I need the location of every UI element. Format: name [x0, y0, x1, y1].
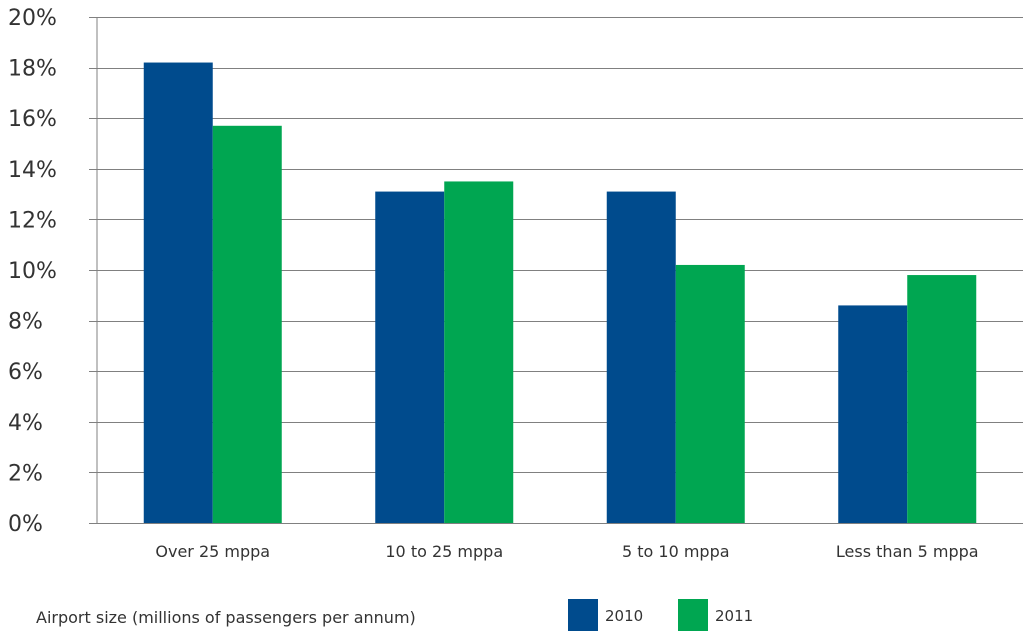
bar-2011-0 [212, 125, 282, 523]
y-tick-label: 10% [8, 259, 57, 284]
bar-2011-3 [907, 275, 977, 523]
bar-2011-2 [675, 264, 745, 523]
legend-swatch-2010 [568, 599, 598, 631]
y-tick-label: 12% [8, 208, 57, 233]
x-tick-label: Less than 5 mppa [836, 542, 979, 561]
legend: 2010 2011 [568, 599, 753, 631]
y-tick-label: 8% [8, 310, 43, 335]
bar-2010-1 [375, 191, 445, 523]
y-tick-label: 0% [8, 512, 43, 537]
y-tick-label: 18% [8, 57, 57, 82]
legend-label-2010: 2010 [605, 607, 643, 625]
y-tick-label: 4% [8, 411, 43, 436]
x-tick-label: Over 25 mppa [155, 542, 270, 561]
bar-2011-1 [444, 181, 514, 523]
x-tick-label: 5 to 10 mppa [622, 542, 730, 561]
legend-swatch-2011 [678, 599, 708, 631]
bars [143, 62, 977, 523]
bar-2010-2 [606, 191, 676, 523]
x-axis-label: Airport size (millions of passengers per… [36, 608, 416, 627]
x-axis-ticks: Over 25 mppa 10 to 25 mppa 5 to 10 mppa Les… [155, 542, 978, 561]
bar-2010-0 [143, 62, 213, 523]
y-tick-label: 6% [8, 360, 43, 385]
legend-label-2011: 2011 [715, 607, 753, 625]
bar-2010-3 [838, 305, 908, 523]
x-tick-label: 10 to 25 mppa [385, 542, 503, 561]
y-tick-label: 16% [8, 107, 57, 132]
y-tick-label: 14% [8, 158, 57, 183]
y-axis-ticks: 0% 2% 4% 6% 8% 10% 12% 14% 16% 18% 20% [8, 6, 57, 537]
y-tick-label: 2% [8, 461, 43, 486]
y-tick-label: 20% [8, 6, 57, 31]
